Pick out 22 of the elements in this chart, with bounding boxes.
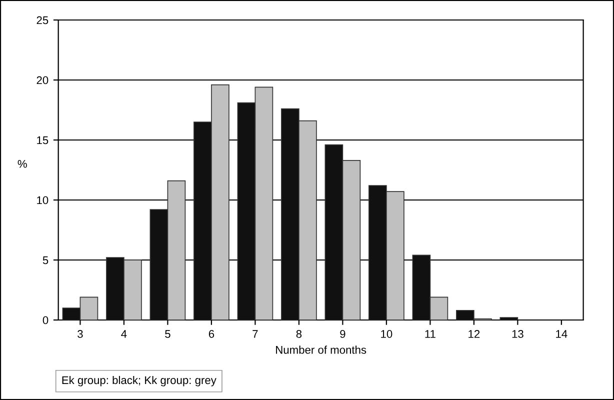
x-tick-label: 13 bbox=[512, 330, 524, 338]
text: Ek group: black; Kk group: grey bbox=[62, 376, 216, 386]
x-tick-label: 5 bbox=[165, 330, 170, 338]
y-tick-label: 15 bbox=[37, 136, 48, 144]
x-tick-label: 6 bbox=[208, 330, 214, 338]
x-tick-label: 3 bbox=[78, 330, 83, 338]
y-tick-label: 25 bbox=[36, 16, 48, 24]
x-tick-label: 14 bbox=[556, 330, 568, 338]
x-tick-label: 10 bbox=[381, 330, 392, 338]
bar bbox=[500, 317, 518, 320]
x-tick-label: 9 bbox=[340, 330, 346, 338]
x-tick-label: 8 bbox=[296, 330, 302, 338]
x-tick-label: 12 bbox=[468, 330, 480, 338]
y-tick-label: 0 bbox=[42, 316, 48, 324]
y-tick-label: 5 bbox=[42, 256, 48, 264]
y-axis-title: % bbox=[18, 160, 27, 168]
x-tick-label: 7 bbox=[252, 330, 258, 338]
y-tick-label: 20 bbox=[36, 76, 48, 84]
y-tick-label: 10 bbox=[37, 196, 48, 204]
x-axis-title: Number of months bbox=[276, 346, 366, 354]
x-tick-label: 4 bbox=[121, 330, 127, 338]
x-tick-label: 11 bbox=[425, 330, 436, 338]
